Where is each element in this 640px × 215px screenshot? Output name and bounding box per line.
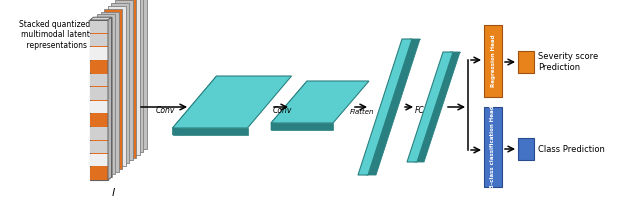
Text: Flatten: Flatten: [349, 109, 374, 115]
Polygon shape: [108, 6, 125, 166]
Polygon shape: [129, 0, 147, 149]
Polygon shape: [366, 39, 420, 175]
Polygon shape: [125, 0, 143, 152]
Text: FC: FC: [415, 106, 425, 115]
Polygon shape: [90, 34, 108, 46]
Text: Stacked quantized
multimodal latent
 representations: Stacked quantized multimodal latent repr…: [19, 20, 91, 50]
Text: Conv: Conv: [272, 106, 292, 115]
Polygon shape: [173, 76, 291, 128]
Polygon shape: [407, 52, 453, 162]
Polygon shape: [108, 17, 111, 180]
Polygon shape: [118, 0, 136, 158]
Polygon shape: [90, 20, 108, 33]
Polygon shape: [414, 52, 460, 162]
FancyBboxPatch shape: [518, 51, 534, 73]
Polygon shape: [90, 100, 108, 113]
Polygon shape: [90, 114, 108, 126]
Polygon shape: [358, 39, 412, 175]
Text: l: l: [111, 188, 115, 198]
Text: 3-class classification Head: 3-class classification Head: [490, 106, 495, 188]
Polygon shape: [93, 17, 111, 177]
Polygon shape: [90, 87, 108, 100]
Text: Severity score
Prediction: Severity score Prediction: [538, 52, 598, 72]
Polygon shape: [90, 47, 108, 60]
Polygon shape: [90, 140, 108, 153]
Polygon shape: [90, 74, 108, 86]
Polygon shape: [271, 81, 307, 130]
Polygon shape: [115, 0, 132, 160]
Polygon shape: [173, 76, 216, 135]
FancyBboxPatch shape: [484, 25, 502, 97]
Polygon shape: [111, 3, 129, 163]
Polygon shape: [104, 9, 122, 169]
Polygon shape: [90, 60, 108, 73]
FancyBboxPatch shape: [518, 138, 534, 160]
Polygon shape: [122, 0, 140, 155]
Polygon shape: [97, 14, 115, 174]
Polygon shape: [90, 17, 111, 20]
Polygon shape: [271, 123, 333, 130]
Text: Conv: Conv: [156, 106, 175, 115]
FancyBboxPatch shape: [484, 107, 502, 187]
Polygon shape: [173, 128, 248, 135]
Polygon shape: [271, 81, 369, 123]
Polygon shape: [90, 127, 108, 140]
Text: Regression Head: Regression Head: [490, 35, 495, 87]
Polygon shape: [100, 12, 118, 172]
Polygon shape: [90, 20, 108, 180]
Polygon shape: [90, 167, 108, 180]
Text: Class Prediction: Class Prediction: [538, 144, 605, 154]
Polygon shape: [90, 154, 108, 166]
